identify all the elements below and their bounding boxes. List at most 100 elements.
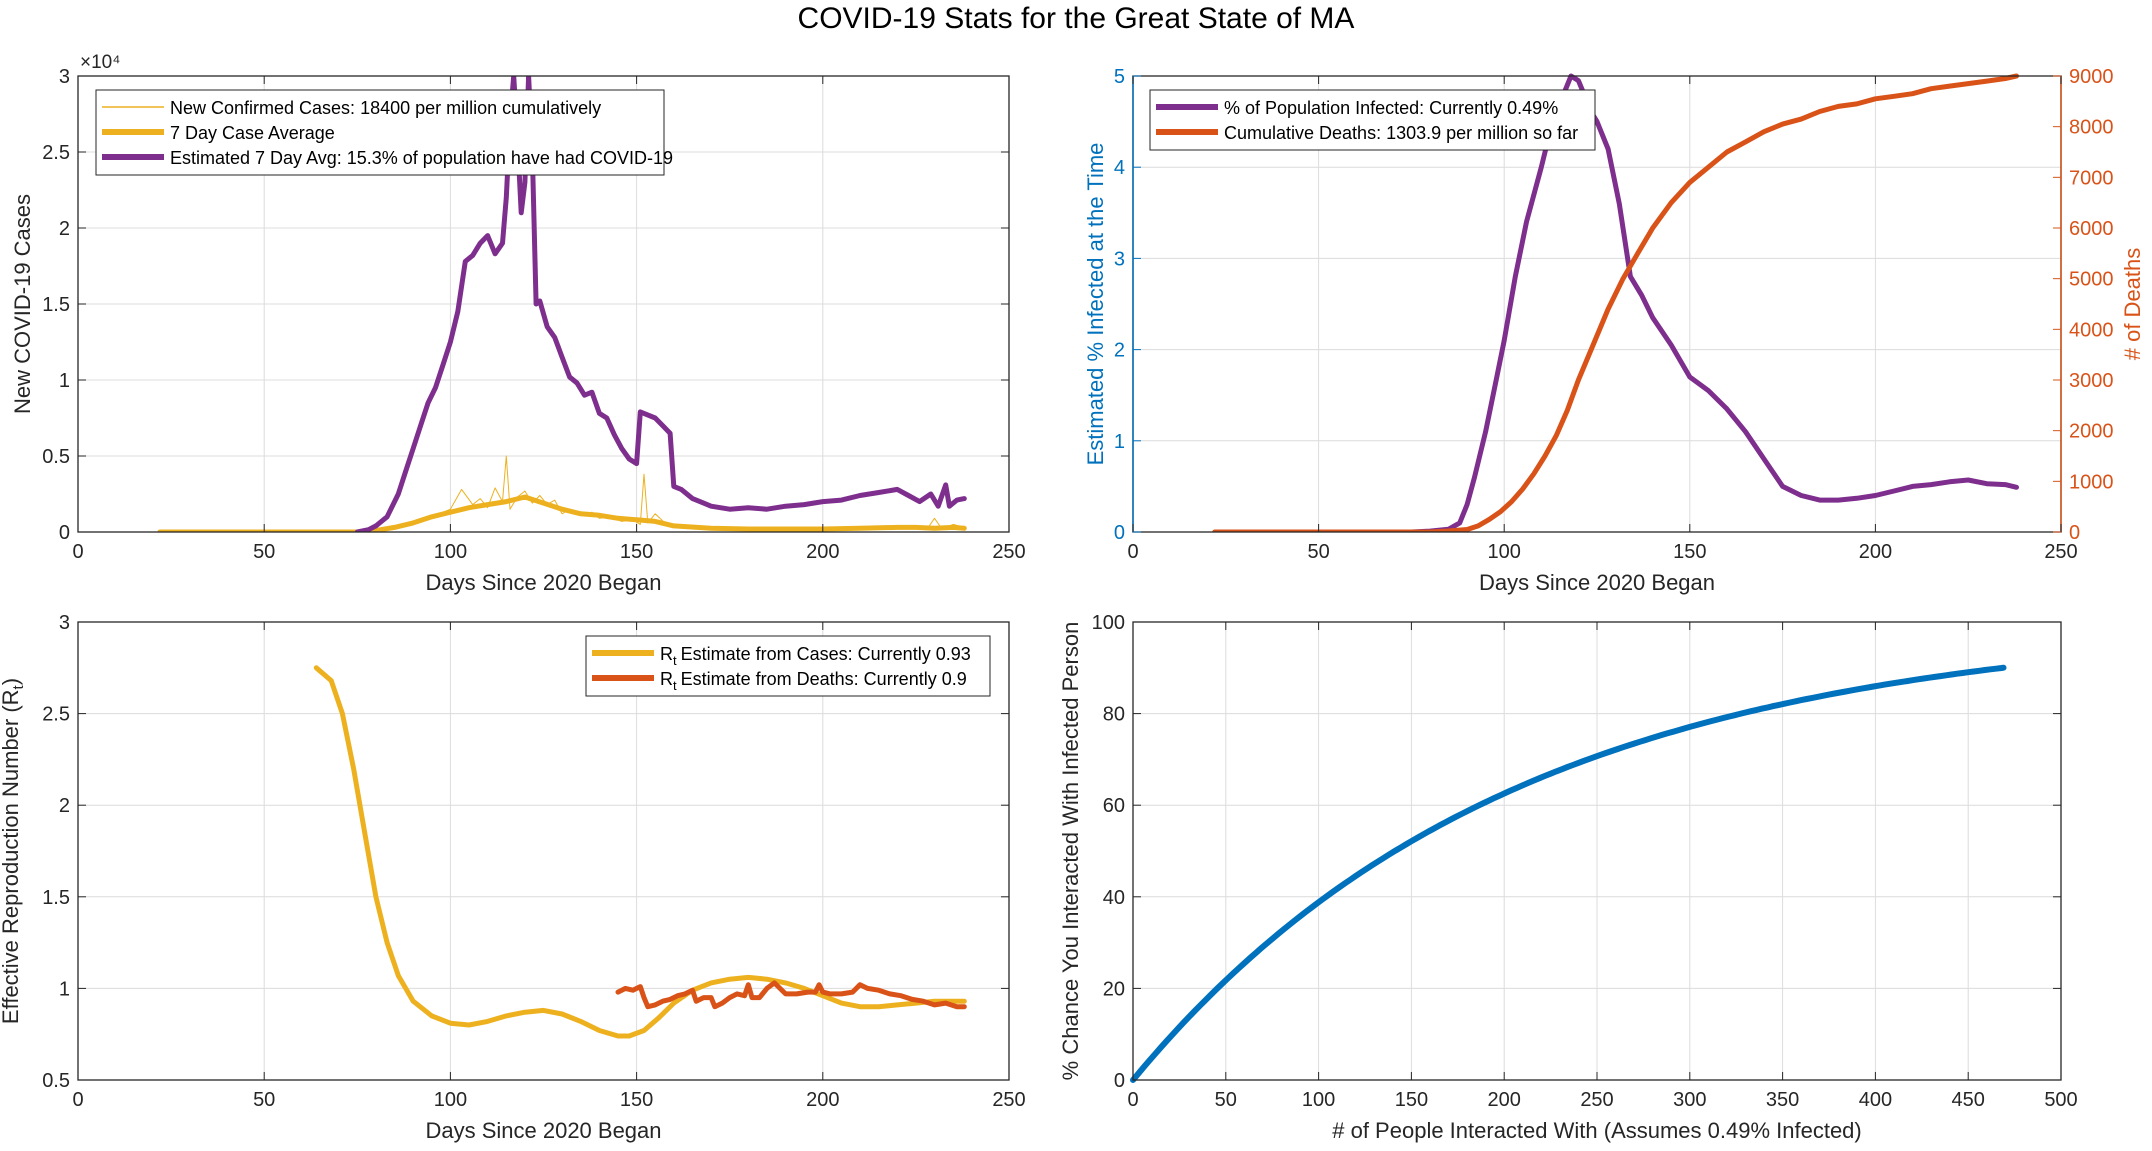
y-tick-label: 2 xyxy=(59,795,70,817)
y-tick-label: 80 xyxy=(1103,704,1125,726)
x-tick-label: 400 xyxy=(1859,1089,1892,1111)
y-right-tick-label: 5000 xyxy=(2069,269,2114,291)
x-tick-label: 300 xyxy=(1673,1089,1706,1111)
legend-box xyxy=(1149,89,1596,151)
series-line-3 xyxy=(354,76,967,532)
legend-label: 7 Day Case Average xyxy=(170,123,335,143)
x-axis-label: Days Since 2020 Began xyxy=(1479,570,1715,595)
y-tick-label: 0 xyxy=(1114,1070,1125,1092)
y-tick-label: 1.5 xyxy=(42,887,70,909)
figure-title: COVID-19 Stats for the Great State of MA xyxy=(797,2,1355,35)
x-tick-label: 100 xyxy=(434,541,467,563)
y-right-tick-label: 3000 xyxy=(2069,370,2114,392)
series-line-2 xyxy=(157,494,967,532)
x-tick-label: 50 xyxy=(253,541,275,563)
y-right-tick-label: 9000 xyxy=(2069,66,2114,88)
legend-box xyxy=(95,89,665,176)
x-tick-label: 150 xyxy=(1673,541,1706,563)
series-group xyxy=(313,665,967,1039)
y-tick-label: 3 xyxy=(59,612,70,634)
x-tick-label: 50 xyxy=(1215,1089,1237,1111)
x-tick-label: 0 xyxy=(1127,1089,1138,1111)
x-tick-label: 100 xyxy=(434,1089,467,1111)
series-line-1 xyxy=(313,665,967,1039)
x-tick-label: 100 xyxy=(1302,1089,1335,1111)
x-tick-label: 350 xyxy=(1766,1089,1799,1111)
y-tick-label: 2.5 xyxy=(42,142,70,164)
y-axis-label: Effective Reproduction Number (Rt) xyxy=(0,678,27,1024)
y-right-tick-label: 0 xyxy=(2069,522,2080,544)
y-axis-label: % Chance You Interacted With Infected Pe… xyxy=(1058,622,1083,1081)
legend-box xyxy=(585,635,991,697)
y-right-tick-label: 4000 xyxy=(2069,319,2114,341)
y-multiplier: ×10⁴ xyxy=(80,52,120,73)
y-tick-label: 4 xyxy=(1114,157,1125,179)
y-right-tick-label: 1000 xyxy=(2069,471,2114,493)
x-tick-label: 150 xyxy=(620,1089,653,1111)
x-tick-label: 250 xyxy=(992,541,1025,563)
y-tick-label: 100 xyxy=(1092,612,1125,634)
y-axis-label-right: # of Deaths xyxy=(2120,248,2145,361)
series-line-1 xyxy=(1408,73,2019,532)
x-tick-label: 200 xyxy=(1488,1089,1521,1111)
legend-label-text: Estimate from Cases: Currently 0.93 xyxy=(681,644,971,664)
x-tick-label: 0 xyxy=(1127,541,1138,563)
y-tick-label: 1.5 xyxy=(42,294,70,316)
y-axis-label-sub: t xyxy=(10,684,27,689)
x-tick-label: 450 xyxy=(1952,1089,1985,1111)
x-tick-label: 0 xyxy=(72,541,83,563)
series-line-1 xyxy=(159,455,965,532)
x-tick-label: 50 xyxy=(253,1089,275,1111)
legend: Rt Estimate from Cases: Currently 0.93 Rt E… xyxy=(585,635,991,697)
x-tick-label: 250 xyxy=(2044,541,2077,563)
x-tick-label: 100 xyxy=(1488,541,1521,563)
x-tick-label: 200 xyxy=(806,1089,839,1111)
x-tick-label: 500 xyxy=(2044,1089,2077,1111)
y-right-tick-label: 6000 xyxy=(2069,218,2114,240)
y-tick-label: 1 xyxy=(59,370,70,392)
y-tick-label: 0.5 xyxy=(42,1070,70,1092)
subplot-4: 0 50 100 150 200 250 300 350 400 450 500 0 20 40 60 80 1… xyxy=(1058,612,2078,1143)
y-tick-label: 20 xyxy=(1103,978,1125,1000)
axes-box xyxy=(77,621,1010,1081)
legend-label: Rt Estimate from Cases: Currently 0.93 xyxy=(660,644,971,668)
y-tick-label: 3 xyxy=(59,66,70,88)
series-group xyxy=(157,76,967,532)
y-axis-label: Estimated % Infected at the Time xyxy=(1083,143,1108,466)
subplot-1: 0 50 100 150 200 250 0 0.5 1 1.5 2 2.5 3 Days Since 2… xyxy=(10,52,1026,595)
legend-label-prefix: R xyxy=(660,669,673,689)
x-tick-label: 200 xyxy=(806,541,839,563)
series-group xyxy=(1130,664,2007,1083)
y-tick-label: 1 xyxy=(1114,431,1125,453)
x-axis-label: Days Since 2020 Began xyxy=(425,570,661,595)
axes-frame: 0 50 100 150 200 250 0.5 1 1.5 2 2.5 3 Days Since 20… xyxy=(42,612,1026,1143)
legend-label: New Confirmed Cases: 18400 per million c… xyxy=(170,98,601,118)
subplot-3: 0 50 100 150 200 250 0.5 1 1.5 2 2.5 3 Days Since 20… xyxy=(0,612,1026,1143)
x-axis-label: Days Since 2020 Began xyxy=(425,1118,661,1143)
legend: New Confirmed Cases: 18400 per million c… xyxy=(95,89,673,176)
y-axis-label: New COVID-19 Cases xyxy=(10,194,35,414)
y-tick-label: 2 xyxy=(1114,340,1125,362)
legend-label-prefix: R xyxy=(660,644,673,664)
legend-label: Estimated 7 Day Avg: 15.3% of population… xyxy=(170,148,673,168)
x-tick-label: 250 xyxy=(992,1089,1025,1111)
legend-label: % of Population Infected: Currently 0.49… xyxy=(1224,98,1558,118)
x-tick-label: 200 xyxy=(1859,541,1892,563)
x-axis-label: # of People Interacted With (Assumes 0.4… xyxy=(1332,1118,1862,1143)
legend: % of Population Infected: Currently 0.49… xyxy=(1149,89,1596,151)
x-tick-label: 250 xyxy=(1580,1089,1613,1111)
series-line-2 xyxy=(615,980,967,1010)
axes-frame: 0 50 100 150 200 250 300 350 400 450 500 0 20 40 60 80 1… xyxy=(1092,612,2078,1143)
x-tick-label: 50 xyxy=(1307,541,1329,563)
legend-label-sub: t xyxy=(673,653,677,668)
series-line-2 xyxy=(1212,73,2019,532)
y-tick-label: 2 xyxy=(59,218,70,240)
legend-label: Rt Estimate from Deaths: Currently 0.9 xyxy=(660,669,967,693)
legend-label-sub: t xyxy=(673,678,677,693)
y-axis-label-end: ) xyxy=(0,678,23,685)
y-tick-label: 5 xyxy=(1114,66,1125,88)
subplot-2: 0 50 100 150 200 2500123450100020003000400050… xyxy=(1083,66,2145,595)
x-tick-label: 0 xyxy=(72,1089,83,1111)
